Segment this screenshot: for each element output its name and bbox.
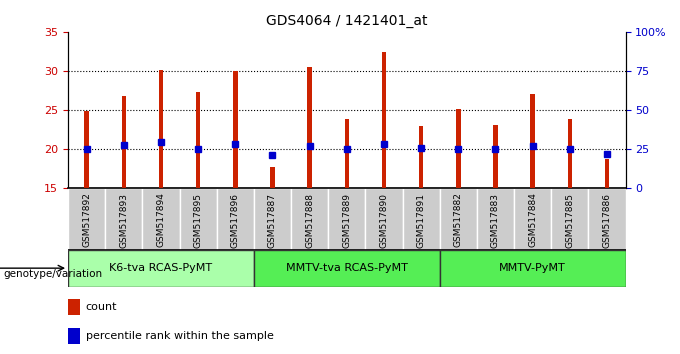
Bar <box>233 71 237 188</box>
Text: GSM517893: GSM517893 <box>119 193 129 247</box>
Bar <box>68 188 105 250</box>
Bar <box>254 250 440 287</box>
Bar <box>588 188 626 250</box>
Text: percentile rank within the sample: percentile rank within the sample <box>86 331 274 341</box>
Bar <box>440 250 626 287</box>
Text: genotype/variation: genotype/variation <box>3 269 103 279</box>
Bar <box>84 111 89 188</box>
Text: GSM517892: GSM517892 <box>82 193 91 247</box>
Text: GSM517883: GSM517883 <box>491 193 500 247</box>
Bar <box>365 188 403 250</box>
Text: GSM517889: GSM517889 <box>342 193 352 247</box>
Bar <box>254 188 291 250</box>
Text: MMTV-tva RCAS-PyMT: MMTV-tva RCAS-PyMT <box>286 263 408 273</box>
Bar <box>381 52 386 188</box>
Bar <box>328 188 365 250</box>
Text: GSM517895: GSM517895 <box>194 193 203 247</box>
Bar <box>196 92 201 188</box>
Bar <box>568 119 572 188</box>
Bar <box>419 126 424 188</box>
Bar <box>270 167 275 188</box>
Text: MMTV-PyMT: MMTV-PyMT <box>499 263 566 273</box>
Text: GSM517886: GSM517886 <box>602 193 611 247</box>
Bar <box>456 109 460 188</box>
Bar <box>440 188 477 250</box>
Text: GSM517884: GSM517884 <box>528 193 537 247</box>
Text: GSM517882: GSM517882 <box>454 193 463 247</box>
Bar <box>68 299 80 315</box>
Bar <box>514 188 551 250</box>
Bar <box>68 328 80 344</box>
Bar <box>291 188 328 250</box>
Bar <box>345 119 349 188</box>
Text: GSM517885: GSM517885 <box>565 193 575 247</box>
Text: GSM517890: GSM517890 <box>379 193 388 247</box>
Bar <box>403 188 440 250</box>
Bar <box>605 159 609 188</box>
Bar <box>493 125 498 188</box>
Bar <box>142 188 180 250</box>
Bar <box>158 70 163 188</box>
Text: GSM517888: GSM517888 <box>305 193 314 247</box>
Bar <box>105 188 142 250</box>
Bar <box>68 250 254 287</box>
Bar <box>122 96 126 188</box>
Bar <box>180 188 217 250</box>
Title: GDS4064 / 1421401_at: GDS4064 / 1421401_at <box>266 14 428 28</box>
Bar <box>217 188 254 250</box>
Text: count: count <box>86 302 118 313</box>
Text: K6-tva RCAS-PyMT: K6-tva RCAS-PyMT <box>109 263 212 273</box>
Bar <box>307 67 312 188</box>
Bar <box>477 188 514 250</box>
Text: GSM517891: GSM517891 <box>417 193 426 247</box>
Text: GSM517896: GSM517896 <box>231 193 240 247</box>
Text: GSM517887: GSM517887 <box>268 193 277 247</box>
Bar <box>530 94 535 188</box>
Text: GSM517894: GSM517894 <box>156 193 165 247</box>
Bar <box>551 188 588 250</box>
